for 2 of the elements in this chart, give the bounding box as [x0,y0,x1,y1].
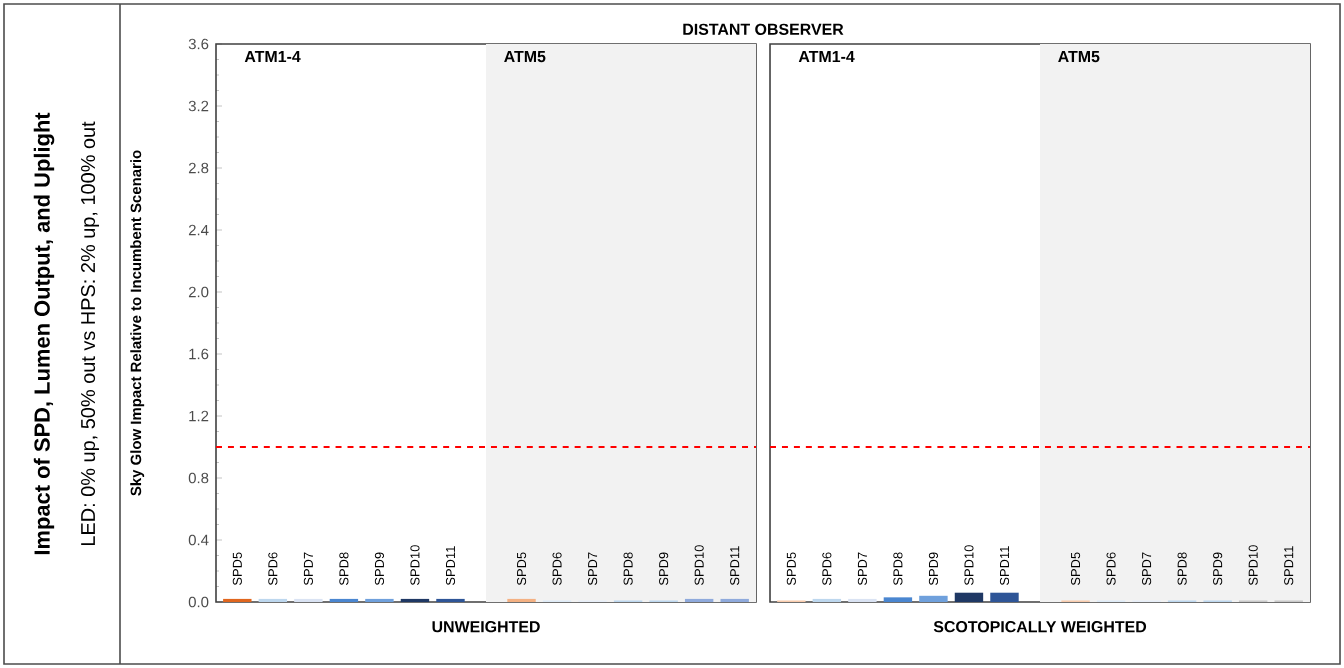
text: Impact of SPD, Lumen Output, and Uplight [33,112,55,555]
text: LED: 0% up, 50% out vs HPS: 2% up, 100% out [80,121,100,546]
